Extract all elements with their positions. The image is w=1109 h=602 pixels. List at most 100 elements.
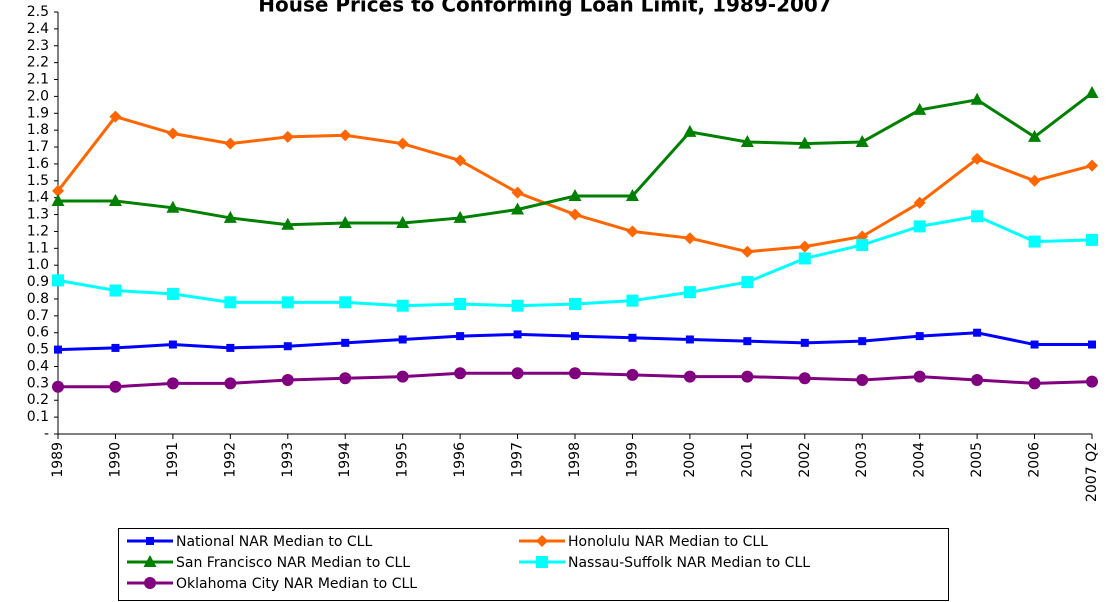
y-tick-label: 0.6	[27, 325, 49, 341]
marker	[1028, 174, 1041, 187]
marker	[511, 367, 524, 380]
marker	[109, 284, 122, 297]
marker	[281, 217, 295, 230]
series-line	[57, 214, 1093, 308]
marker	[166, 200, 180, 213]
y-tick-label: 1.4	[27, 190, 49, 206]
marker	[569, 367, 581, 380]
marker	[144, 577, 156, 589]
y-tick-label: 0.7	[27, 308, 49, 324]
marker	[109, 380, 122, 393]
y-tick-label: 1.0	[27, 257, 49, 273]
marker	[913, 370, 926, 383]
marker	[1030, 340, 1039, 349]
marker	[1028, 235, 1041, 248]
marker	[454, 298, 467, 311]
marker	[626, 294, 639, 307]
marker	[52, 274, 64, 287]
marker	[971, 210, 984, 223]
y-tick-label: 2.2	[27, 55, 49, 71]
marker	[973, 328, 982, 337]
marker	[52, 184, 64, 197]
y-tick-label: 1.1	[27, 240, 49, 256]
marker	[913, 196, 926, 209]
marker	[143, 555, 157, 567]
legend-label: Honolulu NAR Median to CLL	[568, 534, 768, 550]
x-tick-label: 2002	[797, 442, 813, 478]
marker	[1028, 129, 1042, 142]
marker	[568, 188, 582, 201]
y-tick-label: 1.8	[27, 122, 49, 138]
x-tick-label: 1989	[50, 442, 66, 478]
marker	[226, 343, 235, 352]
legend-label: Nassau-Suffolk NAR Median to CLL	[568, 555, 810, 571]
marker	[740, 134, 754, 147]
marker	[971, 152, 984, 165]
marker	[224, 296, 237, 309]
y-tick-label: 2.3	[27, 38, 49, 54]
marker	[396, 299, 409, 312]
marker	[798, 372, 811, 385]
marker	[108, 194, 122, 207]
x-tick-label: 1997	[510, 442, 526, 478]
y-tick-label: -	[44, 426, 49, 442]
marker	[1085, 86, 1099, 99]
marker	[913, 220, 926, 233]
marker	[454, 367, 467, 380]
legend-label: National NAR Median to CLL	[176, 534, 372, 550]
marker	[536, 535, 548, 547]
marker	[339, 372, 352, 385]
x-tick-label: 2004	[912, 442, 928, 478]
marker	[341, 338, 350, 347]
marker	[626, 225, 639, 238]
marker	[741, 245, 754, 258]
marker	[166, 377, 179, 390]
marker	[511, 186, 524, 199]
marker	[741, 276, 754, 289]
marker	[511, 202, 525, 215]
series-line	[58, 91, 1093, 227]
marker	[1086, 233, 1098, 246]
x-tick-label: 2003	[854, 442, 870, 478]
y-tick-label: 0.8	[27, 291, 49, 307]
marker	[855, 134, 869, 147]
marker	[856, 238, 869, 251]
y-tick-label: 0.2	[27, 392, 49, 408]
x-tick-label: 2006	[1027, 442, 1043, 478]
marker	[683, 124, 697, 137]
marker	[798, 136, 812, 149]
legend: National NAR Median to CLL Honolulu NAR M…	[118, 528, 949, 601]
marker	[741, 370, 754, 383]
marker	[800, 338, 809, 347]
y-tick-label: 0.9	[27, 274, 49, 290]
y-tick-label: 2.4	[27, 21, 49, 37]
marker	[396, 137, 409, 150]
y-tick-label: 0.4	[27, 358, 49, 374]
marker	[743, 337, 752, 346]
marker	[456, 332, 465, 341]
chart-title: House Prices to Conforming Loan Limit, 1…	[258, 0, 831, 17]
y-tick-label: 1.9	[27, 105, 49, 121]
marker	[798, 240, 811, 253]
y-tick-label: 0.1	[27, 409, 49, 425]
marker	[398, 335, 407, 344]
marker	[915, 332, 924, 341]
y-tick-label: 1.6	[27, 156, 49, 172]
marker	[513, 330, 522, 339]
marker	[111, 343, 120, 352]
marker	[1028, 377, 1041, 390]
x-tick-label: 2000	[682, 442, 698, 478]
y-tick-label: 1.7	[27, 139, 49, 155]
marker	[54, 345, 62, 354]
x-tick-label: 1993	[280, 442, 296, 478]
marker	[224, 137, 237, 150]
x-tick-label: 1991	[165, 442, 181, 478]
marker	[971, 373, 984, 386]
marker	[453, 210, 467, 223]
series-line	[56, 114, 1093, 254]
marker	[913, 102, 927, 115]
marker	[626, 368, 639, 381]
marker	[628, 333, 637, 342]
marker	[339, 129, 352, 142]
